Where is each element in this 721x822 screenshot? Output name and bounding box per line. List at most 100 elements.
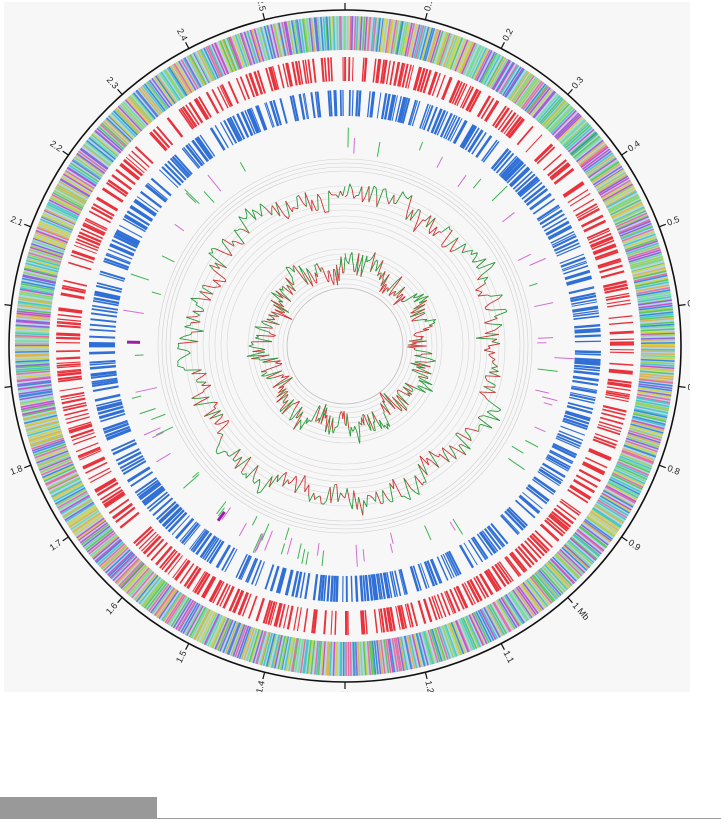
grid-circle	[286, 287, 404, 405]
reverse-gene-mark	[202, 536, 218, 560]
gc-content-segment	[484, 307, 487, 310]
cog-gene-mark	[327, 641, 331, 676]
reverse-gene-mark	[551, 233, 576, 246]
cog-gene-mark	[41, 216, 73, 231]
cog-gene-mark	[416, 25, 427, 60]
reverse-gene-mark	[256, 105, 268, 131]
cog-gene-mark	[154, 587, 176, 617]
gc-content-segment	[337, 190, 341, 198]
forward-gene-mark	[406, 603, 414, 628]
cog-gene-mark	[574, 531, 602, 555]
forward-gene-mark	[494, 563, 510, 585]
gc-content-segment	[209, 410, 222, 420]
cog-gene-mark	[448, 622, 463, 656]
reverse-gene-mark	[362, 575, 367, 602]
reverse-gene-mark	[563, 414, 590, 425]
reverse-gene-mark	[93, 297, 120, 305]
cog-gene-mark	[51, 481, 83, 499]
forward-gene-mark	[296, 607, 302, 632]
reverse-gene-mark	[572, 306, 599, 313]
cog-gene-mark	[380, 639, 386, 674]
gc-content-segment	[287, 479, 289, 484]
cog-gene-mark	[491, 59, 510, 90]
forward-gene-mark	[578, 468, 601, 483]
gc-skew-segment	[418, 385, 433, 392]
cog-gene-mark	[382, 18, 388, 53]
gc-content-segment	[344, 194, 348, 198]
gc-skew-segment	[411, 319, 417, 322]
plot-grid	[157, 158, 533, 534]
gc-content-segment	[453, 453, 457, 460]
gc-skew-segment	[344, 423, 347, 427]
reverse-gene-mark	[533, 476, 556, 493]
cog-gene-mark	[15, 368, 50, 373]
cog-gene-mark	[373, 640, 379, 675]
forward-gene-mark	[494, 107, 510, 129]
gc-content-segment	[439, 453, 450, 463]
reverse-gene-mark	[476, 135, 493, 158]
cog-gene-mark	[16, 313, 51, 319]
cog-gene-mark	[613, 206, 645, 223]
cog-gene-mark	[547, 560, 573, 587]
reverse-gene-mark	[354, 575, 359, 602]
cog-gene-mark	[131, 571, 155, 599]
cog-gene-mark	[18, 296, 53, 304]
forward-gene-mark	[595, 251, 619, 261]
forward-gene-mark	[416, 67, 426, 92]
cog-gene-mark	[178, 60, 197, 91]
cog-gene-mark	[629, 253, 663, 265]
cog-gene-mark	[27, 425, 61, 437]
scale-tick	[24, 223, 32, 228]
reverse-gene-mark	[189, 528, 206, 550]
gc-content-segment	[216, 423, 229, 434]
forward-gene-mark	[219, 85, 231, 108]
gc-content-segment	[202, 372, 207, 377]
scale-tick	[62, 150, 69, 156]
forward-gene-mark	[71, 432, 95, 442]
forward-gene-mark	[609, 362, 634, 366]
scale-label: 0.7	[687, 382, 690, 393]
forward-gene-mark	[427, 71, 438, 95]
reverse-gene-mark	[574, 357, 601, 362]
gc-content-segment	[477, 276, 489, 281]
gc-skew-segment	[387, 287, 389, 289]
gc-content-segment	[304, 192, 307, 207]
gc-skew-segment	[379, 283, 387, 293]
gc-skew-segment	[420, 353, 423, 356]
cog-gene-mark	[23, 411, 57, 421]
forward-gene-mark	[480, 97, 495, 120]
cog-gene-mark	[594, 168, 625, 189]
gc-skew-segment	[278, 388, 287, 394]
cog-gene-mark	[16, 312, 51, 318]
forward-gene-mark	[212, 581, 225, 604]
cog-gene-mark	[335, 641, 338, 676]
cog-gene-mark	[83, 143, 112, 166]
cog-gene-mark	[272, 634, 282, 669]
forward-gene-mark	[586, 227, 610, 240]
cog-gene-mark	[411, 24, 421, 58]
gc-content-segment	[217, 450, 225, 455]
gc-content-segment	[183, 367, 185, 371]
reverse-gene-mark	[278, 567, 287, 594]
reverse-gene-mark	[569, 396, 595, 404]
gc-skew-segment	[411, 390, 413, 392]
gc-content-segment	[387, 199, 390, 205]
cog-gene-mark	[620, 226, 653, 240]
gc-skew-segment	[321, 267, 327, 278]
cog-gene-mark	[639, 317, 674, 322]
gc-content-segment	[190, 321, 201, 324]
forward-gene-mark	[161, 550, 178, 571]
reverse-gene-mark	[99, 270, 126, 280]
gc-skew-segment	[359, 423, 363, 426]
reverse-gene-mark	[143, 487, 166, 506]
cog-gene-mark	[640, 333, 675, 337]
reverse-gene-mark	[254, 561, 266, 587]
forward-gene-mark	[75, 442, 99, 453]
gc-content-segment	[372, 497, 377, 502]
feature-mark	[131, 395, 142, 399]
gc-content-segment	[475, 283, 486, 291]
cog-gene-mark	[619, 222, 652, 237]
forward-gene-mark	[373, 609, 378, 634]
forward-gene-mark	[85, 461, 108, 474]
cog-gene-mark	[76, 152, 106, 174]
